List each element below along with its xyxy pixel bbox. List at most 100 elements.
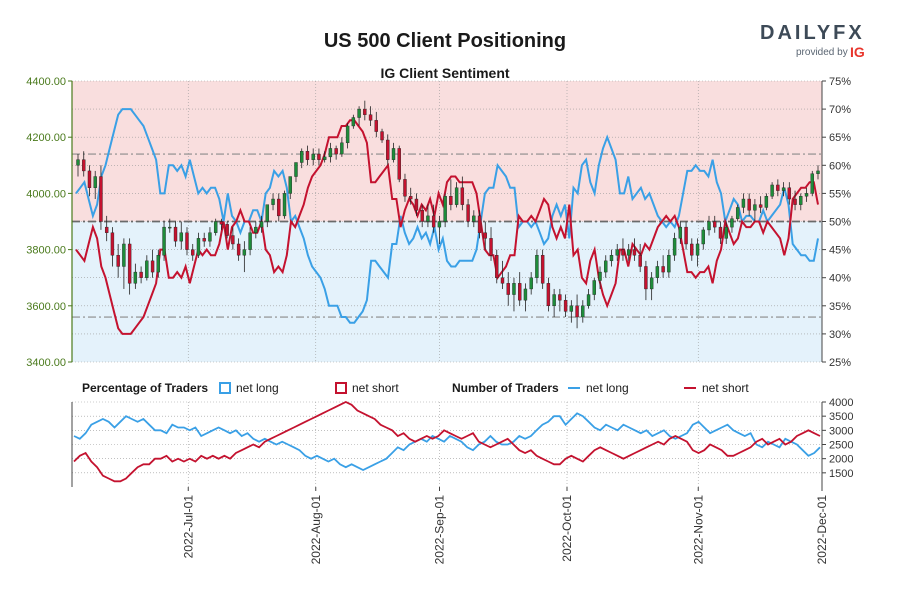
candle-body xyxy=(707,221,711,231)
candle-body xyxy=(294,162,298,177)
candle-body xyxy=(581,305,585,318)
lower-tick-label: 3500 xyxy=(829,411,853,423)
right-tick-label: 60% xyxy=(829,160,851,172)
candle-body xyxy=(793,198,797,205)
candle-body xyxy=(718,226,723,239)
candle-body xyxy=(409,196,413,200)
right-tick-label: 50% xyxy=(829,217,851,229)
legend-pct-long-swatch xyxy=(219,382,231,394)
candle-body xyxy=(787,187,792,200)
candle-body xyxy=(397,148,401,180)
candle-body xyxy=(340,142,344,155)
candle-body xyxy=(317,153,321,160)
x-tick-label: 2022-Sep-01 xyxy=(433,495,447,565)
candle-body xyxy=(575,305,579,318)
candle-body xyxy=(604,260,608,273)
right-tick-label: 40% xyxy=(829,273,851,285)
candle-body xyxy=(489,238,493,256)
right-tick-label: 75% xyxy=(829,76,851,88)
x-tick-label: 2022-Jul-01 xyxy=(181,495,195,559)
candle-body xyxy=(380,131,384,141)
candle-body xyxy=(776,184,780,191)
candle-body xyxy=(351,117,356,127)
right-tick-label: 45% xyxy=(829,245,851,257)
lower-tick-label: 4000 xyxy=(829,397,853,409)
candle-body xyxy=(810,173,814,194)
candle-body xyxy=(225,224,229,236)
candle-body xyxy=(512,283,516,295)
candle-body xyxy=(127,243,132,284)
candle-body xyxy=(495,255,499,278)
legend-pct-short-swatch xyxy=(335,382,347,394)
candle-body xyxy=(87,170,92,188)
candle-body xyxy=(518,283,522,301)
long-zone xyxy=(72,221,822,362)
candle-body xyxy=(328,148,333,158)
left-tick-label: 4400.00 xyxy=(26,76,66,88)
candle-body xyxy=(282,193,287,217)
candle-body xyxy=(145,260,149,278)
candle-body xyxy=(104,226,109,233)
candle-body xyxy=(345,125,350,144)
net-long-pct-line xyxy=(75,108,819,324)
candle-body xyxy=(403,179,407,197)
candle-body xyxy=(454,187,459,205)
candle-body xyxy=(713,221,717,228)
candle-body xyxy=(500,277,505,284)
candle-body xyxy=(179,232,183,242)
lower-tick-label: 2500 xyxy=(829,440,853,452)
left-tick-label: 3800.00 xyxy=(26,245,66,257)
chart-subtitle: IG Client Sentiment xyxy=(380,65,509,81)
lower-tick-label: 2000 xyxy=(829,454,853,466)
candle-body xyxy=(690,243,694,256)
candle-body xyxy=(208,232,212,242)
candle-body xyxy=(449,196,453,205)
candle-body xyxy=(420,210,424,222)
candle-body xyxy=(540,255,545,284)
candle-body xyxy=(661,266,665,273)
candle-body xyxy=(466,204,470,222)
candle-body xyxy=(93,176,97,188)
candle-body xyxy=(162,226,166,256)
candle-body xyxy=(191,249,195,256)
candle-body xyxy=(770,184,774,197)
right-tick-label: 70% xyxy=(829,104,851,116)
candle-body xyxy=(598,271,602,281)
right-tick-label: 25% xyxy=(829,357,851,369)
x-tick-label: 2022-Dec-01 xyxy=(815,495,829,565)
candle-body xyxy=(529,277,533,290)
dailyfx-logo: DAILYFX provided by IG xyxy=(760,22,870,66)
candle-body xyxy=(391,148,396,160)
candle-body xyxy=(781,187,786,191)
x-tick-label: 2022-Oct-01 xyxy=(560,495,574,562)
candle-body xyxy=(99,176,103,222)
candle-body xyxy=(374,120,378,132)
brand-name: DAILYFX xyxy=(760,22,865,44)
candle-body xyxy=(569,305,574,312)
left-tick-label: 4000.00 xyxy=(26,188,66,200)
candle-body xyxy=(236,243,241,256)
candle-body xyxy=(156,255,161,273)
candle-body xyxy=(265,204,270,222)
candle-body xyxy=(804,193,809,197)
candle-body xyxy=(735,207,740,219)
right-tick-label: 30% xyxy=(829,329,851,341)
candle-body xyxy=(523,288,528,301)
candle-body xyxy=(816,170,820,174)
candle-body xyxy=(535,255,539,278)
x-tick-label: 2022-Nov-01 xyxy=(691,495,705,565)
left-tick-label: 4200.00 xyxy=(26,132,66,144)
candle-body xyxy=(185,232,189,250)
candle-body xyxy=(695,243,700,256)
right-tick-label: 35% xyxy=(829,301,851,313)
candle-body xyxy=(76,159,80,166)
legend-num-short-label: net short xyxy=(702,381,749,395)
left-tick-label: 3400.00 xyxy=(26,357,66,369)
candle-body xyxy=(139,271,143,278)
candle-body xyxy=(730,218,734,228)
candle-body xyxy=(644,266,648,290)
candle-body xyxy=(133,271,138,284)
x-tick-label: 2022-Aug-01 xyxy=(309,495,323,565)
candle-body xyxy=(649,277,654,290)
